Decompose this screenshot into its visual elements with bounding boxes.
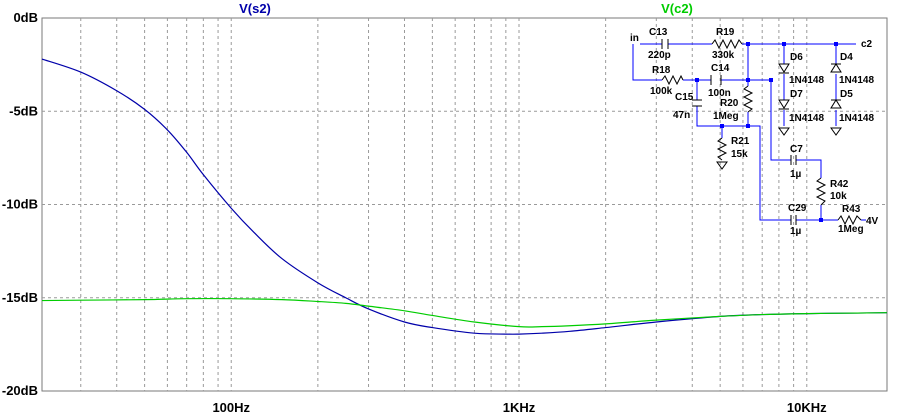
label-c29: C29 bbox=[788, 203, 807, 214]
label-r18-val: 100k bbox=[650, 86, 673, 97]
label-c29-val: 1µ bbox=[790, 226, 802, 237]
label-d5: D5 bbox=[840, 89, 853, 100]
label-c13: C13 bbox=[649, 27, 668, 38]
label-r43: R43 bbox=[842, 204, 861, 215]
y-tick-label: -10dB bbox=[2, 197, 38, 212]
label-r18: R18 bbox=[652, 65, 671, 76]
label-r21: R21 bbox=[731, 136, 750, 147]
x-axis-ticks: 100Hz 1KHz 10KHz bbox=[212, 400, 827, 415]
label-r20-val: 1Meg bbox=[713, 111, 739, 122]
y-tick-label: -15dB bbox=[2, 290, 38, 305]
label-c14: C14 bbox=[711, 63, 730, 74]
trace-labels: V(s2) V(c2) bbox=[239, 1, 693, 16]
label-c13-val: 220p bbox=[648, 50, 671, 61]
label-r19: R19 bbox=[716, 27, 735, 38]
schematic-components bbox=[661, 38, 862, 226]
x-tick-label: 10KHz bbox=[787, 400, 827, 415]
label-c15: C15 bbox=[675, 92, 694, 103]
label-d6-part: 1N4148 bbox=[789, 75, 824, 86]
label-r42: R42 bbox=[830, 179, 849, 190]
y-tick-label: -20dB bbox=[2, 383, 38, 398]
label-d5-part: 1N4148 bbox=[839, 113, 874, 124]
legend-label: V(s2) bbox=[239, 1, 271, 16]
grid bbox=[42, 18, 887, 391]
label-c15-val: 47n bbox=[673, 110, 690, 121]
y-tick-label: 0dB bbox=[13, 10, 38, 25]
series-line-vc2 bbox=[41, 297, 888, 328]
label-r21-val: 15k bbox=[731, 149, 748, 160]
label-d4: D4 bbox=[840, 52, 853, 63]
label-c14-val: 100n bbox=[708, 88, 731, 99]
traces bbox=[41, 58, 888, 335]
label-c7: C7 bbox=[790, 144, 803, 155]
label-d7-part: 1N4148 bbox=[789, 113, 824, 124]
label-in: in bbox=[630, 33, 639, 44]
label-4v: 4V bbox=[866, 216, 879, 227]
schematic-nodes bbox=[695, 42, 838, 222]
label-d4-part: 1N4148 bbox=[839, 75, 874, 86]
x-tick-label: 100Hz bbox=[212, 400, 250, 415]
label-r43-val: 1Meg bbox=[838, 224, 864, 235]
label-r42-val: 10k bbox=[830, 191, 847, 202]
label-c7-val: 1µ bbox=[790, 169, 802, 180]
label-c2: c2 bbox=[861, 39, 873, 50]
y-tick-label: -5dB bbox=[9, 103, 38, 118]
label-r19-val: 330k bbox=[712, 50, 735, 61]
x-tick-label: 1KHz bbox=[503, 400, 536, 415]
schematic-labels: in c2 C13 220p R19 330k R18 100k C14 100… bbox=[630, 27, 879, 237]
label-d6: D6 bbox=[790, 52, 803, 63]
label-d7: D7 bbox=[790, 89, 803, 100]
label-r20: R20 bbox=[720, 98, 739, 109]
legend-label: V(c2) bbox=[661, 1, 693, 16]
y-axis-ticks: 0dB -5dB -10dB -15dB -20dB bbox=[2, 10, 38, 398]
